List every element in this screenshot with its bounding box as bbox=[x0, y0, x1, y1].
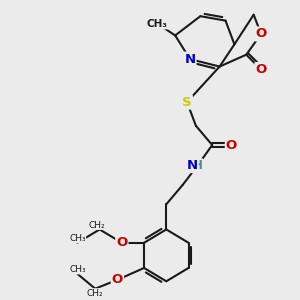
Text: CH₂: CH₂ bbox=[88, 220, 105, 230]
Text: O: O bbox=[116, 236, 128, 249]
Text: CH₃: CH₃ bbox=[147, 19, 168, 28]
Text: O: O bbox=[255, 28, 267, 40]
Text: N: N bbox=[187, 159, 198, 172]
Text: N: N bbox=[184, 52, 196, 66]
Text: S: S bbox=[182, 96, 192, 109]
Text: H: H bbox=[193, 159, 202, 172]
Text: CH₃: CH₃ bbox=[69, 234, 86, 243]
Text: O: O bbox=[226, 139, 237, 152]
Text: O: O bbox=[112, 273, 123, 286]
Text: O: O bbox=[255, 63, 267, 76]
Text: CH₂: CH₂ bbox=[87, 289, 104, 298]
Text: CH₃: CH₃ bbox=[69, 265, 86, 274]
